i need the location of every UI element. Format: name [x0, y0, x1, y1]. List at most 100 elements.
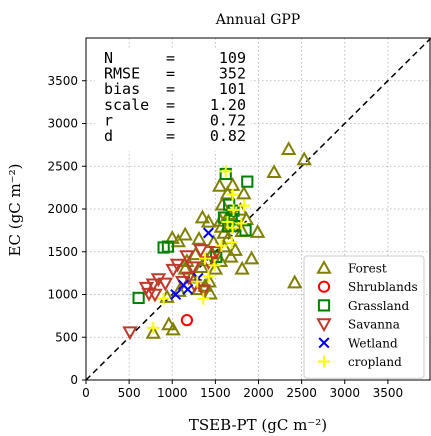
grassland-point	[241, 175, 254, 188]
forest-point	[207, 260, 224, 275]
y-tick-label: 1000	[47, 288, 78, 302]
stat-value: 352	[219, 65, 246, 83]
legend-frame	[303, 255, 425, 379]
savanna-point	[157, 277, 174, 292]
cropland-point	[237, 199, 250, 212]
x-tick-label: 2000	[243, 386, 274, 400]
forest-point	[177, 226, 193, 241]
grassland-point	[239, 224, 252, 237]
cropland-point	[197, 292, 210, 305]
legend-marker-grassland	[317, 299, 331, 312]
legend-label-forest: Forest	[348, 262, 387, 276]
legend-marker-savanna	[316, 318, 332, 333]
cropland-point	[235, 217, 248, 230]
cropland-point	[221, 215, 234, 228]
legend-marker-wetland	[318, 337, 330, 349]
forest-point	[214, 196, 230, 211]
x-tick-label: 0	[82, 386, 90, 400]
shrublands-point	[180, 314, 194, 327]
forest-point	[211, 177, 228, 192]
cropland-point	[225, 236, 238, 249]
cropland-point	[199, 252, 212, 265]
forest-point	[227, 241, 243, 256]
forest-point	[219, 185, 236, 200]
forest-point	[296, 151, 312, 166]
x-tick-label: 3000	[329, 386, 360, 400]
forest-point	[212, 253, 229, 267]
savanna-point	[180, 271, 197, 286]
savanna-point	[193, 244, 209, 259]
stat-key: d	[104, 127, 113, 145]
forest-point	[216, 224, 232, 239]
stat-key: r	[104, 111, 113, 129]
wetland-point	[182, 283, 194, 295]
x-axis-label: TSEB-PT (gC m⁻²)	[189, 416, 327, 434]
savanna-point	[185, 261, 201, 276]
savanna-point	[122, 326, 138, 341]
y-tick-label: 2000	[47, 202, 78, 216]
savanna-point	[179, 250, 195, 265]
forest-point	[243, 250, 260, 265]
x-tick-label: 1000	[157, 386, 188, 400]
cropland-point	[227, 203, 240, 216]
forest-point	[193, 259, 210, 273]
stats-box-background	[95, 48, 251, 151]
cropland-point	[157, 292, 170, 305]
forest-point	[161, 316, 177, 331]
stat-key: N	[104, 49, 113, 67]
forest-point	[266, 164, 282, 179]
y-tick-label: 500	[55, 330, 78, 344]
legend-marker-cropland	[318, 355, 330, 368]
y-tick-label: 3500	[47, 74, 78, 88]
x-tick-label: 1500	[200, 386, 231, 400]
y-tick-label: 2500	[47, 159, 78, 173]
cropland-point	[208, 259, 221, 272]
forest-point	[171, 283, 187, 297]
forest-point	[287, 274, 303, 289]
savanna-point	[195, 284, 211, 299]
forest-point	[200, 213, 217, 228]
stats-box: N = 109 RMSE = 352 bias = 101 scale = 1.20 r = 0.72 d = 0…	[95, 48, 251, 151]
stat-eq: =	[166, 111, 175, 129]
wetland-point	[202, 227, 214, 239]
cropland-point	[191, 275, 204, 288]
forest-point	[202, 285, 218, 300]
x-tick-label: 500	[118, 386, 141, 400]
grassland-point	[132, 291, 145, 305]
forest-point	[191, 230, 207, 245]
stat-value: 1.20	[210, 96, 246, 114]
stat-value: 0.82	[210, 127, 246, 145]
y-tick-label: 3000	[47, 117, 78, 131]
stat-eq: =	[166, 80, 175, 98]
legend-marker-forest	[316, 259, 332, 274]
cropland-point	[215, 239, 228, 252]
forest-point	[194, 209, 211, 224]
stat-value: 101	[219, 80, 246, 98]
stat-key: scale	[104, 96, 149, 114]
axis-ticks: 0 500 1000 1500 2000 2500 3000 3500 0 500 1000 1500…	[47, 74, 403, 400]
wetland-point	[170, 288, 182, 301]
legend-label-wetland: Wetland	[348, 336, 398, 350]
x-tick-label: 2500	[286, 386, 317, 400]
legend-label-grassland: Grassland	[348, 299, 410, 313]
stat-eq: =	[166, 96, 175, 114]
legend: Forest Shrublands Grassland Savanna Wetland c…	[303, 255, 425, 379]
legend-label-shrublands: Shrublands	[348, 280, 418, 294]
stat-eq: =	[166, 65, 175, 83]
stat-key: RMSE	[104, 65, 140, 83]
forest-point	[234, 260, 250, 275]
forest-point	[223, 248, 239, 263]
stat-eq: =	[166, 127, 175, 145]
data-points	[122, 141, 312, 341]
legend-label-savanna: Savanna	[348, 318, 400, 332]
y-axis-label: EC (gC m⁻²)	[6, 164, 24, 257]
chart-title: Annual GPP	[215, 12, 300, 28]
cropland-point	[147, 321, 160, 334]
stat-value: 0.72	[210, 111, 246, 129]
savanna-point	[165, 263, 181, 278]
grassland-point	[161, 240, 175, 253]
x-tick-label: 3500	[373, 386, 404, 400]
savanna-point	[208, 245, 224, 260]
legend-marker-shrublands	[317, 280, 331, 293]
